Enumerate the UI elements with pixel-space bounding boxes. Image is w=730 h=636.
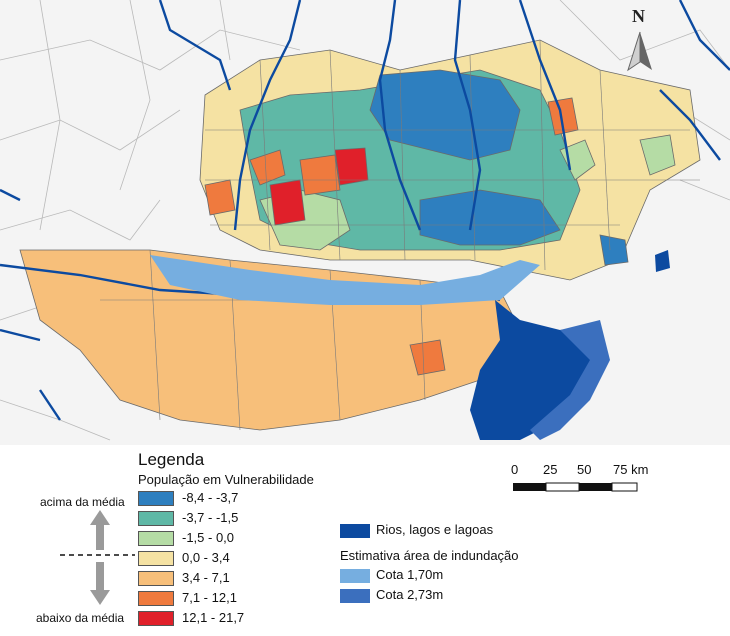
rivers-label: Rios, lagos e lagoas [376, 522, 494, 537]
legend-subtitle: População em Vulnerabilidade [138, 472, 314, 487]
legend-class-label: 7,1 - 12,1 [182, 590, 237, 605]
legend-title: Legenda [138, 450, 205, 469]
legend-class-label: -3,7 - -1,5 [182, 510, 239, 525]
legend-swatch [138, 571, 174, 586]
flood-swatch-2 [340, 589, 370, 603]
flood-label-2: Cota 2,73m [376, 587, 444, 602]
coastal-lake [655, 250, 670, 272]
legend-swatch [138, 591, 174, 606]
vulnerability-map [0, 0, 730, 445]
below-average-label: abaixo da média [36, 611, 125, 625]
legend-swatch [138, 551, 174, 566]
legend-swatch [138, 611, 174, 626]
legend-class-label: 12,1 - 21,7 [182, 610, 245, 625]
rivers [0, 0, 730, 421]
legend-class-label: 3,4 - 7,1 [182, 570, 230, 585]
rivers-swatch [340, 524, 370, 538]
legend-swatch [138, 511, 174, 526]
legend-swatch [138, 531, 174, 546]
scale-tick-0: 0 [511, 462, 519, 477]
flood-heading: Estimativa área de indundação [340, 548, 519, 563]
scale-tick-50: 50 [577, 462, 592, 477]
scale-tick-25: 25 [543, 462, 558, 477]
legend-class-label: 0,0 - 3,4 [182, 550, 230, 565]
scale-tick-75: 75 km [613, 462, 649, 477]
flood-area-2-73m [530, 320, 610, 440]
legend-swatch [138, 491, 174, 506]
inner-boundaries [100, 39, 700, 431]
legend-class-label: -8,4 - -3,7 [182, 490, 239, 505]
flood-swatch-1 [340, 569, 370, 583]
flood-label-1: Cota 1,70m [376, 567, 444, 582]
legend-class-label: -1,5 - 0,0 [182, 530, 235, 545]
north-label: N [632, 6, 645, 26]
above-average-label: acima da média [40, 495, 125, 509]
flood-area-1-70m [150, 255, 540, 305]
average-arrows-icon [60, 510, 135, 605]
scale-bar [513, 482, 638, 492]
north-arrow-icon [627, 31, 652, 72]
